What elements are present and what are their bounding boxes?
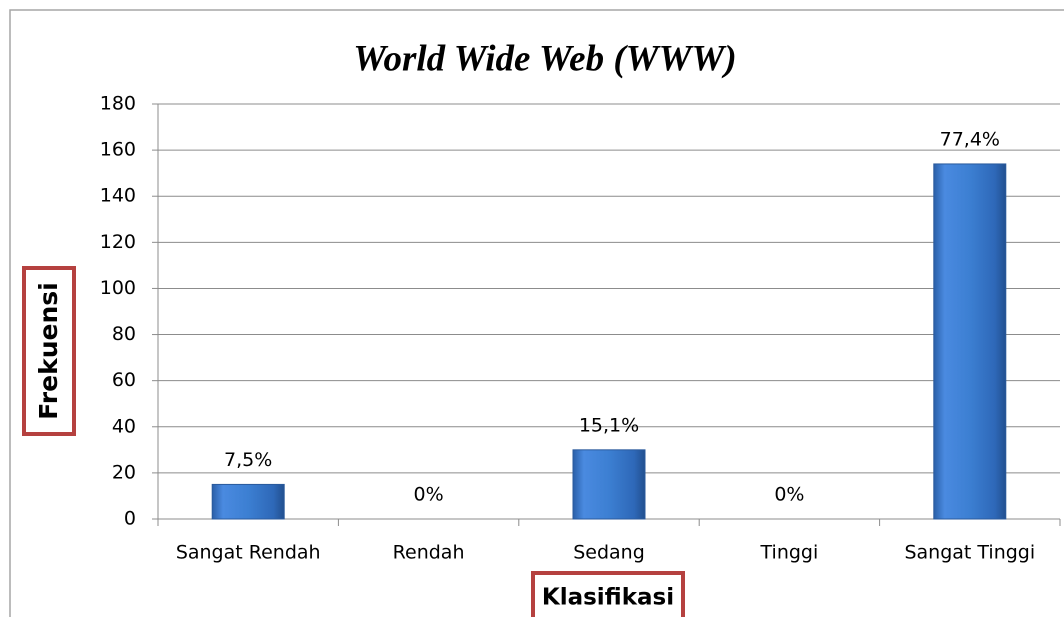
y-tick-label: 140	[100, 185, 136, 207]
x-tick-label: Sangat Tinggi	[904, 542, 1035, 564]
data-label: 77,4%	[940, 128, 1000, 150]
x-tick-label: Tinggi	[760, 542, 819, 564]
y-axis-label: Frekuensi	[34, 282, 63, 419]
y-tick-label: 120	[100, 231, 136, 253]
y-tick-label: 180	[100, 93, 136, 115]
chart-border	[9, 9, 1064, 617]
data-label: 15,1%	[579, 414, 639, 436]
y-tick-label: 0	[124, 508, 136, 530]
bar	[211, 483, 285, 520]
bar	[933, 163, 1007, 520]
y-tick-label: 100	[100, 277, 136, 299]
y-tick-label: 80	[112, 323, 136, 345]
y-tick-label: 160	[100, 139, 136, 161]
x-axis-label: Klasifikasi	[542, 585, 674, 611]
chart-title: World Wide Web (WWW)	[353, 38, 736, 79]
bar	[572, 449, 646, 520]
x-tick-label: Sangat Rendah	[176, 542, 321, 564]
y-tick-label: 40	[112, 415, 136, 437]
x-tick-label: Sedang	[573, 542, 645, 564]
x-tick-label: Rendah	[393, 542, 465, 564]
data-label: 0%	[414, 484, 444, 506]
data-label: 0%	[774, 484, 804, 506]
y-tick-label: 20	[112, 461, 136, 483]
y-label-box	[22, 266, 76, 436]
x-label-box	[531, 571, 685, 617]
data-label: 7,5%	[224, 449, 272, 471]
y-tick-label: 60	[112, 369, 136, 391]
